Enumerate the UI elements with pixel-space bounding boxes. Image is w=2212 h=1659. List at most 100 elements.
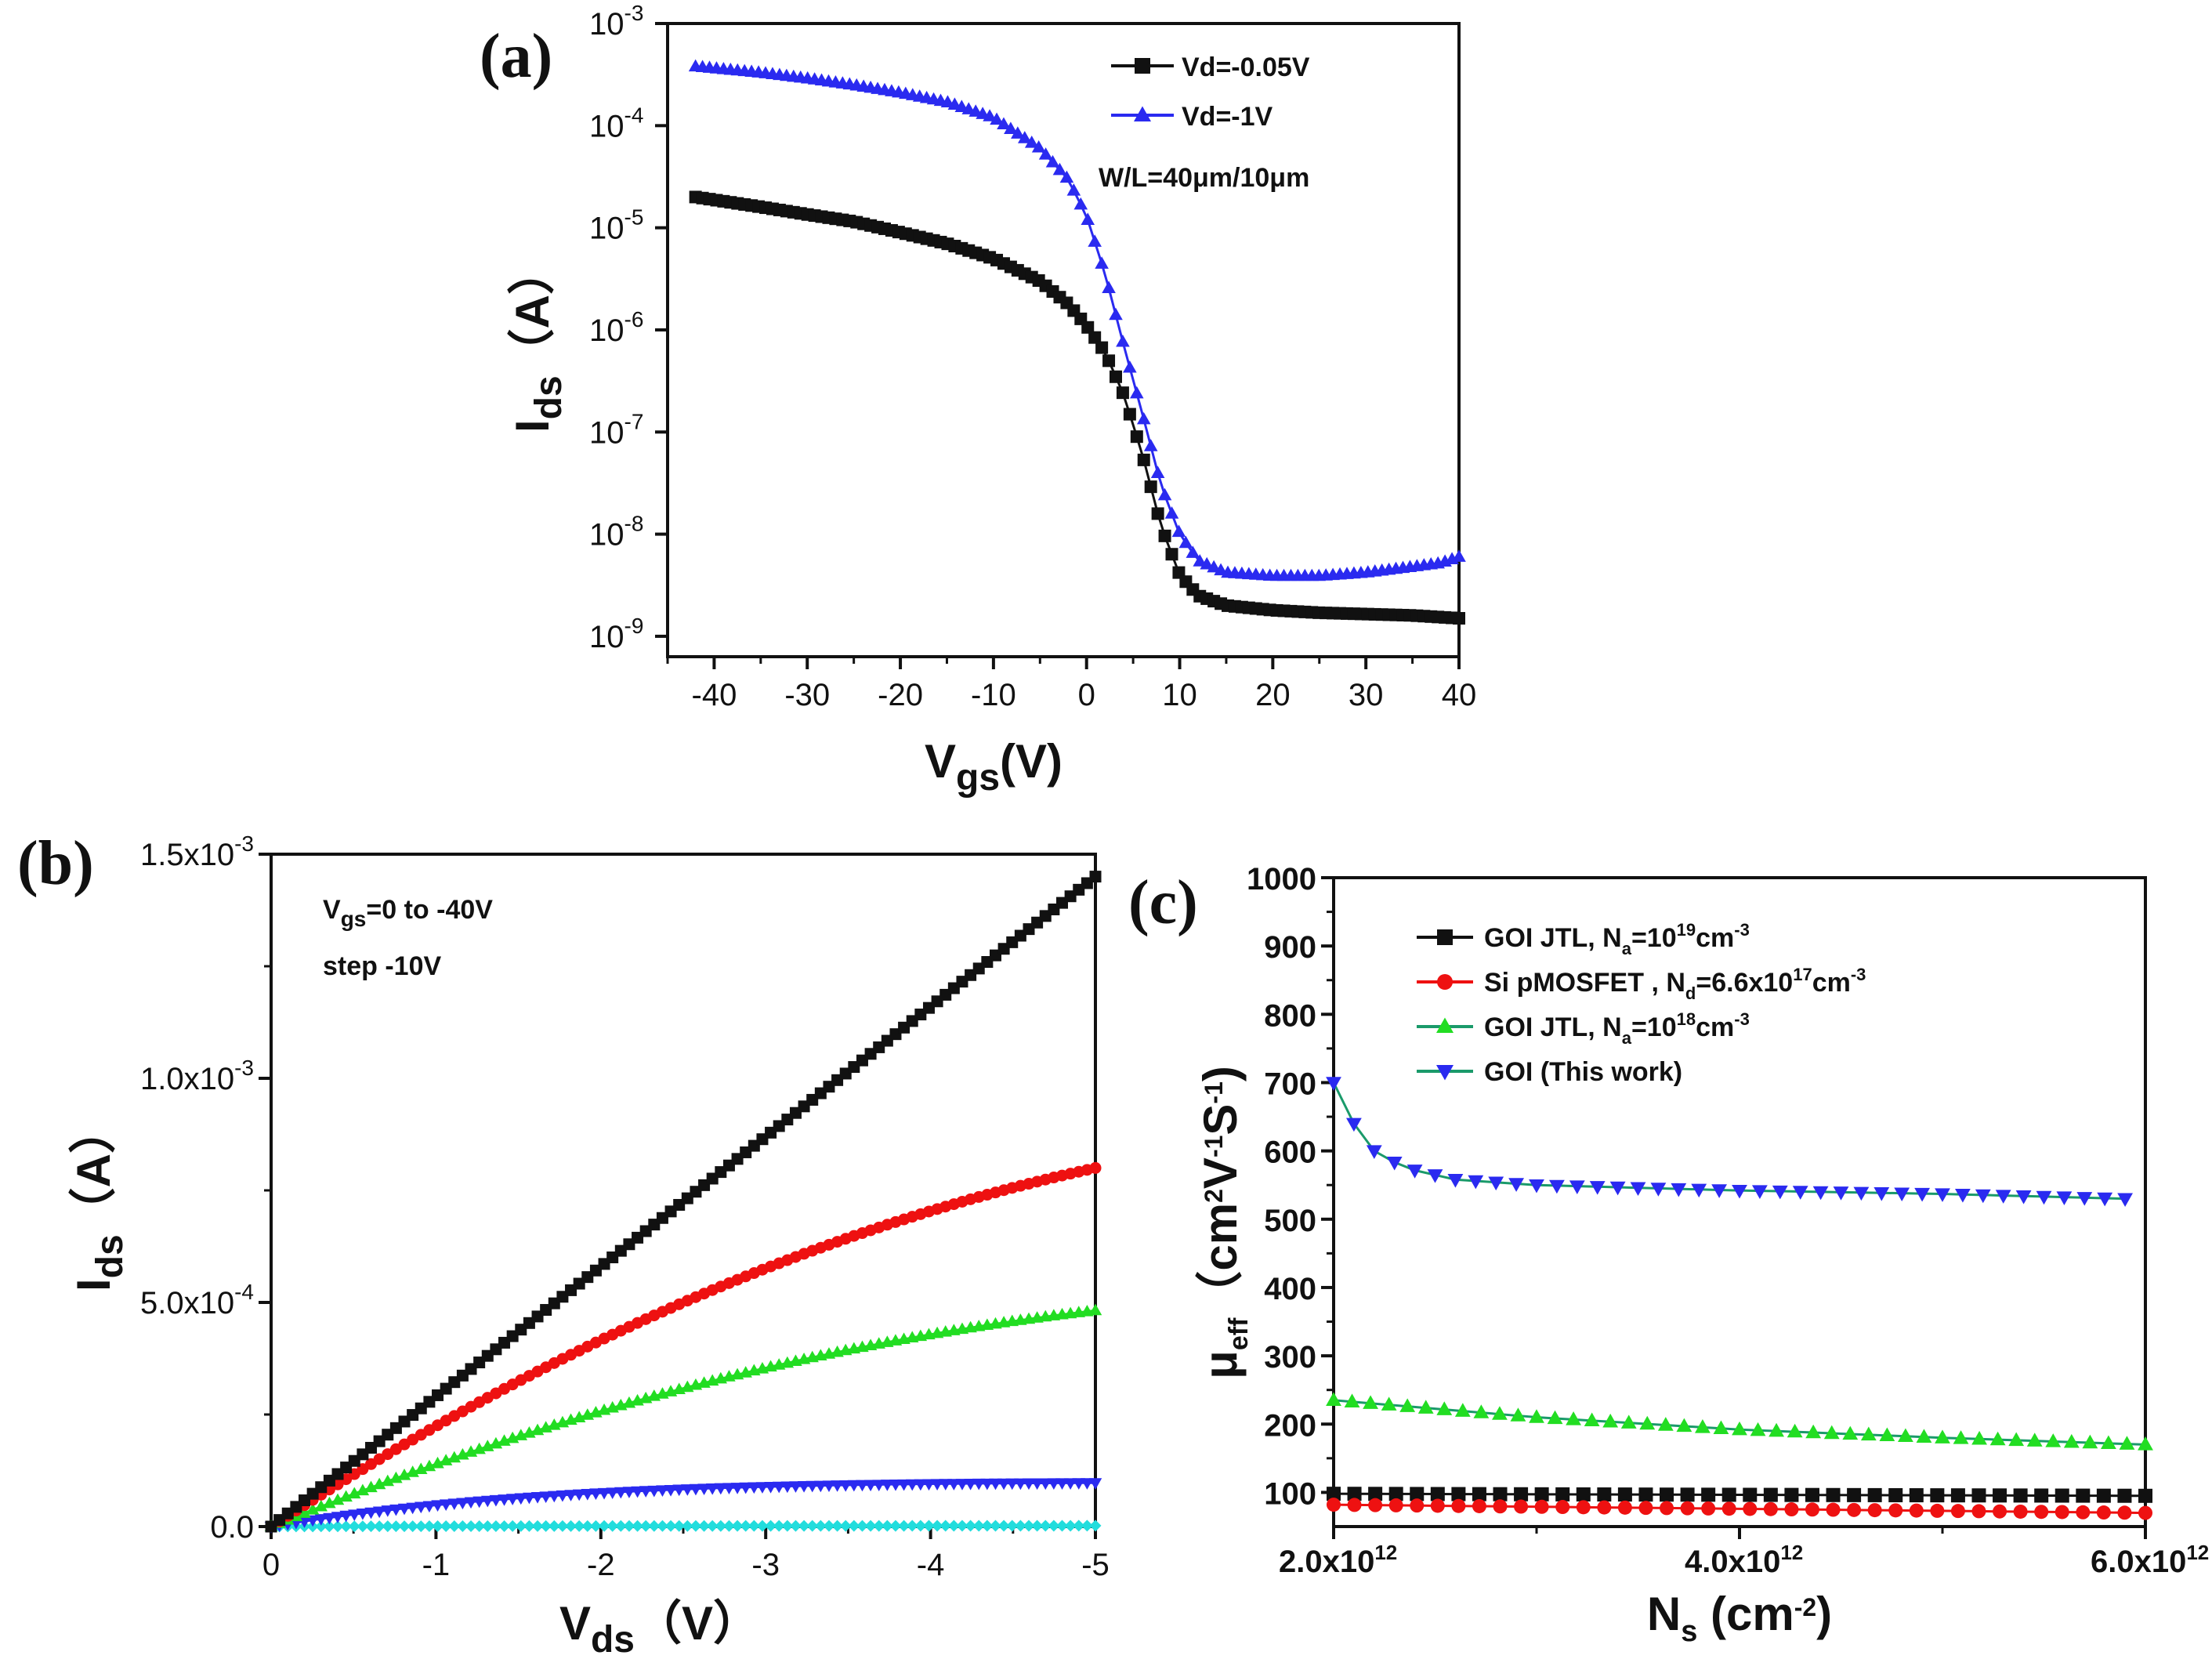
b-data-point <box>323 1512 336 1525</box>
c-data-point <box>1630 1182 1646 1197</box>
a-data-point <box>1066 183 1081 196</box>
c-data-point <box>1763 1501 1778 1516</box>
b-data-point <box>389 1504 403 1516</box>
c-data-point <box>1510 1407 1526 1422</box>
b-ytick-label: 1.0x10-3 <box>140 1056 254 1096</box>
b-data-point <box>465 1520 477 1532</box>
c-data-point <box>1326 1077 1341 1091</box>
b-data-point <box>490 1520 502 1532</box>
a-data-point <box>1024 136 1039 148</box>
b-data-point <box>789 1520 802 1532</box>
b-ytick-exp: -3 <box>234 1056 254 1080</box>
c-legend-label: Si pMOSFET , Nd=6.6x1017cm-3 <box>1484 965 1866 1003</box>
b-data-point <box>706 1520 719 1532</box>
a-legend-label: Vd=-0.05V <box>1182 53 1310 82</box>
c-xtick-exp: 12 <box>1374 1541 1397 1564</box>
b-data-point <box>972 1478 986 1491</box>
b-data-point <box>780 1481 795 1494</box>
c-data-point <box>1597 1500 1612 1515</box>
b-data-point <box>331 1520 344 1533</box>
b-ytick-label: 1.5x10-3 <box>140 831 254 872</box>
c-legend-marker <box>1437 974 1453 990</box>
b-data-point <box>340 1520 353 1533</box>
b-data-point <box>1039 1520 1052 1532</box>
c-data-point <box>2119 1436 2135 1450</box>
a-data-point <box>1143 439 1158 451</box>
c-data-point <box>2096 1488 2111 1503</box>
c-data-point <box>1347 1487 1362 1501</box>
c-data-point <box>2034 1488 2049 1503</box>
b-xaxis-title-part-0: V <box>559 1597 591 1650</box>
c-data-point <box>1676 1418 1692 1433</box>
c-data-point <box>1701 1487 1716 1502</box>
b-data-point <box>348 1487 361 1499</box>
a-yaxis-title-part-0: I <box>506 419 559 433</box>
b-data-point <box>930 1479 944 1491</box>
b-ytick-label: 5.0x10-4 <box>140 1280 254 1320</box>
b-data-point <box>323 1520 335 1533</box>
b-data-point <box>773 1520 785 1532</box>
b-data-point <box>698 1520 711 1532</box>
c-legend-sub: d <box>1685 983 1696 1003</box>
c-data-point <box>1399 1398 1416 1412</box>
b-annotation-line1-part-1: gs <box>341 907 367 931</box>
b-data-point <box>514 1493 528 1505</box>
c-data-point <box>2055 1505 2069 1520</box>
b-data-point <box>981 1520 994 1532</box>
c-data-point <box>1417 1400 1434 1414</box>
b-data-point <box>797 1480 811 1493</box>
a-data-point <box>1073 197 1088 210</box>
a-ytick-base: 10 <box>589 620 625 654</box>
b-data-point <box>339 1510 353 1523</box>
b-data-point <box>740 1520 752 1532</box>
a-yaxis-title-part-2: （A） <box>506 248 559 375</box>
c-data-point <box>1620 1414 1637 1429</box>
b-data-point <box>548 1491 561 1503</box>
b-data-point <box>314 1499 328 1512</box>
c-ytick-label: 700 <box>1264 1067 1316 1101</box>
c-data-point <box>2045 1433 2062 1447</box>
b-data-point <box>382 1520 394 1533</box>
c-data-point <box>2097 1192 2113 1207</box>
b-data-point <box>664 1520 677 1532</box>
c-data-point <box>1888 1487 1903 1502</box>
b-series-0 <box>265 871 1102 1533</box>
b-data-point <box>648 1520 661 1532</box>
c-data-point <box>2117 1505 2132 1520</box>
b-data-point <box>697 1483 711 1496</box>
c-data-point <box>1549 1179 1565 1194</box>
a-ytick-exp: -8 <box>625 512 644 536</box>
b-data-point <box>639 1520 652 1532</box>
b-data-point <box>381 1505 395 1517</box>
b-data-point <box>397 1468 411 1480</box>
c-data-point <box>1860 1426 1877 1441</box>
b-data-point <box>339 1490 353 1502</box>
c-legend-marker <box>1437 929 1453 945</box>
c-ytick-label: 300 <box>1264 1340 1316 1375</box>
a-data-point <box>1031 139 1046 153</box>
b-data-point <box>565 1520 577 1532</box>
a-data-point <box>1207 560 1221 573</box>
a-data-point <box>1004 121 1018 134</box>
b-data-point <box>964 1478 977 1491</box>
b-data-point <box>515 1520 527 1532</box>
b-data-point <box>356 1509 370 1520</box>
b-data-point <box>1047 1478 1061 1491</box>
c-data-point <box>1680 1501 1695 1516</box>
b-data-point <box>772 1481 786 1494</box>
c-data-point <box>1935 1429 1950 1443</box>
a-ytick-exp: -5 <box>625 205 644 230</box>
c-yaxis-title-part-7: -1 <box>1200 1081 1228 1103</box>
c-legend-sup: 19 <box>1677 920 1696 940</box>
b-data-point <box>1088 1478 1102 1490</box>
a-data-point <box>1137 453 1150 466</box>
b-data-point <box>506 1520 519 1532</box>
c-data-point <box>1894 1187 1910 1202</box>
c-data-point <box>1584 1412 1600 1427</box>
c-data-point <box>1381 1396 1397 1411</box>
b-data-point <box>1014 1520 1026 1532</box>
c-ytick-label: 200 <box>1264 1408 1316 1443</box>
c-data-point <box>1955 1189 1971 1203</box>
b-xaxis-title-part-2: （V） <box>635 1597 760 1650</box>
